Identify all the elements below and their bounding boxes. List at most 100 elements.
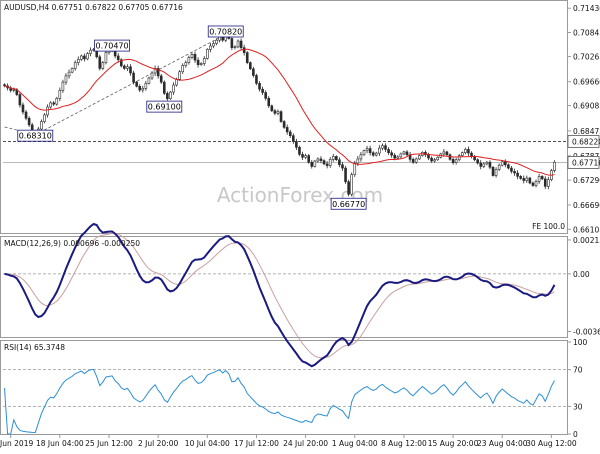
candle-body — [522, 178, 526, 181]
candle-body — [396, 156, 400, 159]
candle-body — [116, 55, 120, 61]
candle-body — [507, 164, 510, 169]
candle-body — [494, 169, 498, 176]
time-tick-label: 23 Aug 04:00 — [477, 439, 528, 448]
candle-body — [193, 54, 197, 61]
candle-body — [166, 93, 169, 100]
candle-body — [215, 39, 218, 44]
candle-body — [73, 62, 77, 69]
main-pane-frame — [0, 0, 568, 234]
candle-body — [239, 40, 243, 48]
fe-label: FE 100.0 — [532, 222, 565, 231]
candle-body — [470, 152, 473, 157]
candle-body — [27, 117, 31, 126]
macd-line — [4, 222, 556, 368]
candle-body — [319, 158, 323, 161]
candle-body — [169, 91, 172, 100]
candle-body — [49, 102, 52, 108]
candle-body — [543, 178, 547, 187]
candle-body — [488, 161, 492, 168]
candle-body — [236, 40, 240, 48]
candle-body — [196, 59, 200, 65]
candle-body — [135, 81, 138, 87]
time-tick-label: 18 Jun 04:00 — [36, 439, 84, 448]
candle-body — [411, 159, 415, 163]
candle-body — [61, 81, 65, 91]
candle-body — [467, 149, 470, 154]
level-price-label: 0.68220 — [572, 137, 600, 146]
candle-body — [199, 63, 203, 65]
rsi-layer: 100 70 30 0 — [3, 338, 588, 439]
time-tick-label: 24 Jul 20:00 — [283, 439, 328, 448]
candle-body — [181, 65, 185, 73]
candle-body — [417, 155, 421, 160]
candle-body — [457, 155, 461, 161]
candle-body — [58, 90, 62, 99]
rsi-tick-label: 70 — [573, 366, 583, 375]
candle-body — [513, 171, 516, 174]
candle-body — [335, 156, 338, 161]
rsi-tick-label: 30 — [573, 402, 583, 411]
candle-body — [70, 68, 74, 73]
candle-body — [405, 151, 409, 156]
candle-body — [553, 161, 556, 171]
candle-body — [141, 88, 145, 91]
candle-body — [156, 68, 160, 77]
candle-body — [427, 154, 430, 159]
candle-body — [159, 75, 163, 83]
candle-body — [454, 159, 458, 163]
candle-body — [184, 62, 188, 66]
candle-body — [528, 177, 532, 184]
candle-body — [212, 43, 215, 47]
candle-body — [313, 160, 317, 167]
candle-body — [451, 159, 455, 163]
price-annotation-box — [94, 39, 130, 52]
candle-body — [531, 182, 535, 186]
candle-body — [162, 81, 166, 94]
candle-body — [540, 176, 544, 180]
candle-body — [129, 66, 132, 74]
candle-body — [442, 151, 446, 155]
candle-body — [233, 46, 237, 48]
candle-body — [138, 85, 142, 91]
price-annotation-label: 0.66770 — [332, 200, 365, 209]
candle-body — [202, 58, 206, 64]
candle-body — [273, 110, 277, 114]
candle-body — [230, 38, 234, 48]
candle-body — [510, 167, 513, 172]
candle-body — [276, 111, 280, 114]
candle-body — [381, 145, 384, 149]
candle-body — [295, 141, 298, 148]
macd-title: MACD(12,26,9) 0.000696 -0.000250 — [4, 239, 140, 248]
candle-body — [76, 58, 80, 63]
price-annotation-box — [207, 25, 244, 38]
candle-body — [445, 151, 449, 156]
candle-body — [414, 158, 418, 163]
candle-body — [362, 150, 366, 156]
candle-body — [67, 71, 71, 77]
candle-body — [64, 75, 68, 83]
candle-body — [390, 152, 393, 156]
candle-body — [350, 174, 353, 195]
candle-body — [485, 161, 489, 165]
macd-layer: 0.002156 0.00 -0.003664 — [3, 222, 600, 368]
candle-body — [172, 84, 175, 93]
macd-tick-label: -0.003664 — [573, 328, 600, 337]
candle-body — [387, 149, 390, 154]
candle-body — [264, 92, 267, 99]
time-tick-label: 1 Aug 04:00 — [332, 439, 378, 448]
candle-body — [374, 152, 378, 156]
price-annotation-label: 0.68310 — [19, 132, 52, 141]
macd-tick-label: 0.002156 — [573, 236, 600, 245]
candle-body — [242, 47, 246, 53]
candle-body — [322, 160, 326, 165]
candle-body — [310, 161, 314, 167]
price-annotation-label: 0.70470 — [96, 42, 129, 51]
price-tick-label: 0.68475 — [573, 127, 600, 136]
candle-body — [288, 131, 292, 136]
level-price-box — [567, 135, 600, 148]
